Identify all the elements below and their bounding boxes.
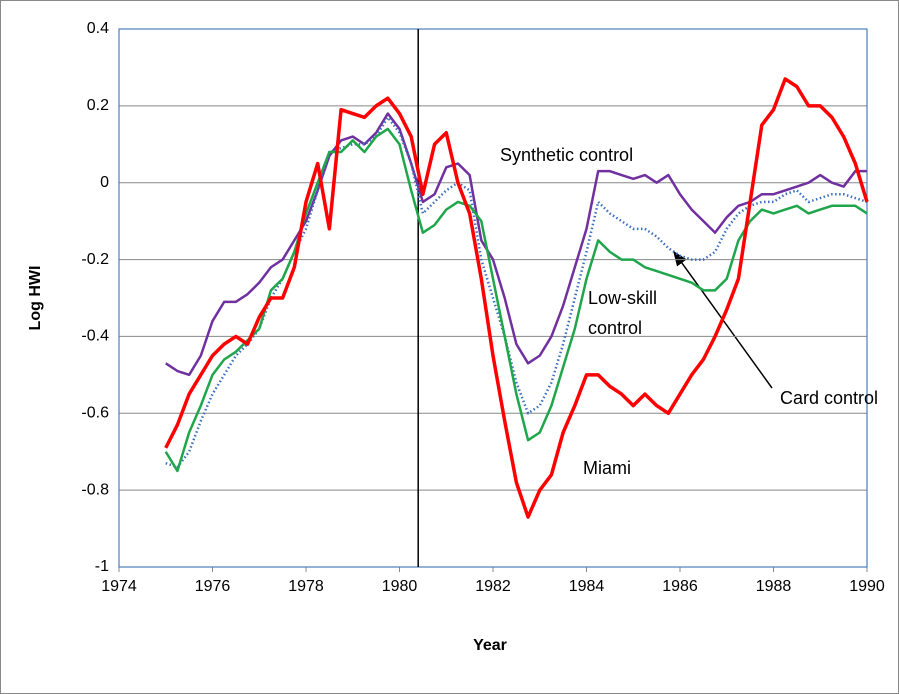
x-tick-label: 1986 [662, 578, 698, 595]
y-axis-title: Log HWI [27, 266, 44, 331]
series-label: Synthetic control [500, 145, 634, 165]
series-label: Card control [780, 388, 879, 408]
x-tick-label: 1982 [475, 578, 511, 595]
x-tick-label: 1974 [101, 578, 137, 595]
y-tick-label: 0.2 [87, 97, 109, 114]
x-axis-title: Year [473, 637, 507, 654]
x-tick-label: 1988 [756, 578, 792, 595]
series-line [164, 127, 868, 473]
series-label: Miami [583, 458, 631, 478]
series-line [165, 116, 868, 469]
series-label: Low-skill control [588, 288, 658, 338]
x-tick-label: 1976 [195, 578, 231, 595]
y-tick-label: 0 [100, 174, 109, 191]
plot-frame [118, 28, 868, 568]
x-tick-label: 1980 [382, 578, 418, 595]
x-tick-label: 1984 [569, 578, 605, 595]
x-tick-label: 1990 [849, 578, 885, 595]
y-tick-label: -1 [95, 558, 109, 575]
y-tick-label: 0.4 [87, 20, 109, 37]
y-tick-label: -0.6 [81, 405, 109, 422]
x-tick-label: 1978 [288, 578, 324, 595]
series-line [164, 77, 869, 519]
y-tick-label: -0.2 [81, 251, 109, 268]
y-tick-label: -0.8 [81, 481, 109, 498]
y-tick-label: -0.4 [81, 328, 109, 345]
